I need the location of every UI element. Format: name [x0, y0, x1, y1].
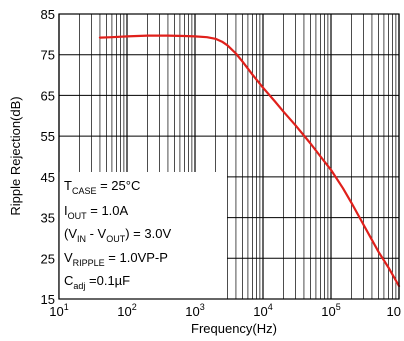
annotation-line: Cadj =0.1µF: [64, 273, 130, 291]
x-tick-label: 105: [321, 302, 340, 319]
y-tick-label: 55: [41, 129, 55, 144]
y-tick-label: 85: [41, 7, 55, 22]
annotation-box: [59, 172, 227, 299]
annotation-line: IOUT = 1.0A: [64, 203, 129, 221]
y-tick-labels: 15 25 35 45 55 65 75 85: [41, 7, 55, 307]
y-tick-label: 15: [41, 292, 55, 307]
annotation-line: VRIPPLE = 1.0VP-P: [64, 250, 168, 268]
y-tick-label: 35: [41, 211, 55, 226]
plot-frame: [58, 13, 400, 300]
y-tick-label: 75: [41, 48, 55, 63]
series-layer: [98, 34, 401, 288]
x-tick-label: 104: [253, 302, 272, 319]
x-tick-labels: 101 102 103 104 105 10: [49, 302, 401, 319]
annotation-line: TCASE = 25°C: [64, 178, 140, 196]
x-tick-label: 101: [49, 302, 68, 319]
annotation-line: (VIN - VOUT) = 3.0V: [64, 226, 171, 244]
series-line: [98, 34, 401, 288]
y-tick-label: 45: [41, 170, 55, 185]
y-tick-label: 65: [41, 88, 55, 103]
x-tick-label: 102: [117, 302, 136, 319]
x-tick-label: 103: [185, 302, 204, 319]
y-axis-label: Ripple Rejection(dB): [8, 96, 23, 215]
x-tick-label: 10: [387, 304, 401, 319]
y-tick-label: 25: [41, 251, 55, 266]
x-axis-label: Frequency(Hz): [191, 321, 277, 336]
annotation-text: TCASE = 25°C IOUT = 1.0A (VIN - VOUT) = 3.…: [64, 178, 171, 291]
